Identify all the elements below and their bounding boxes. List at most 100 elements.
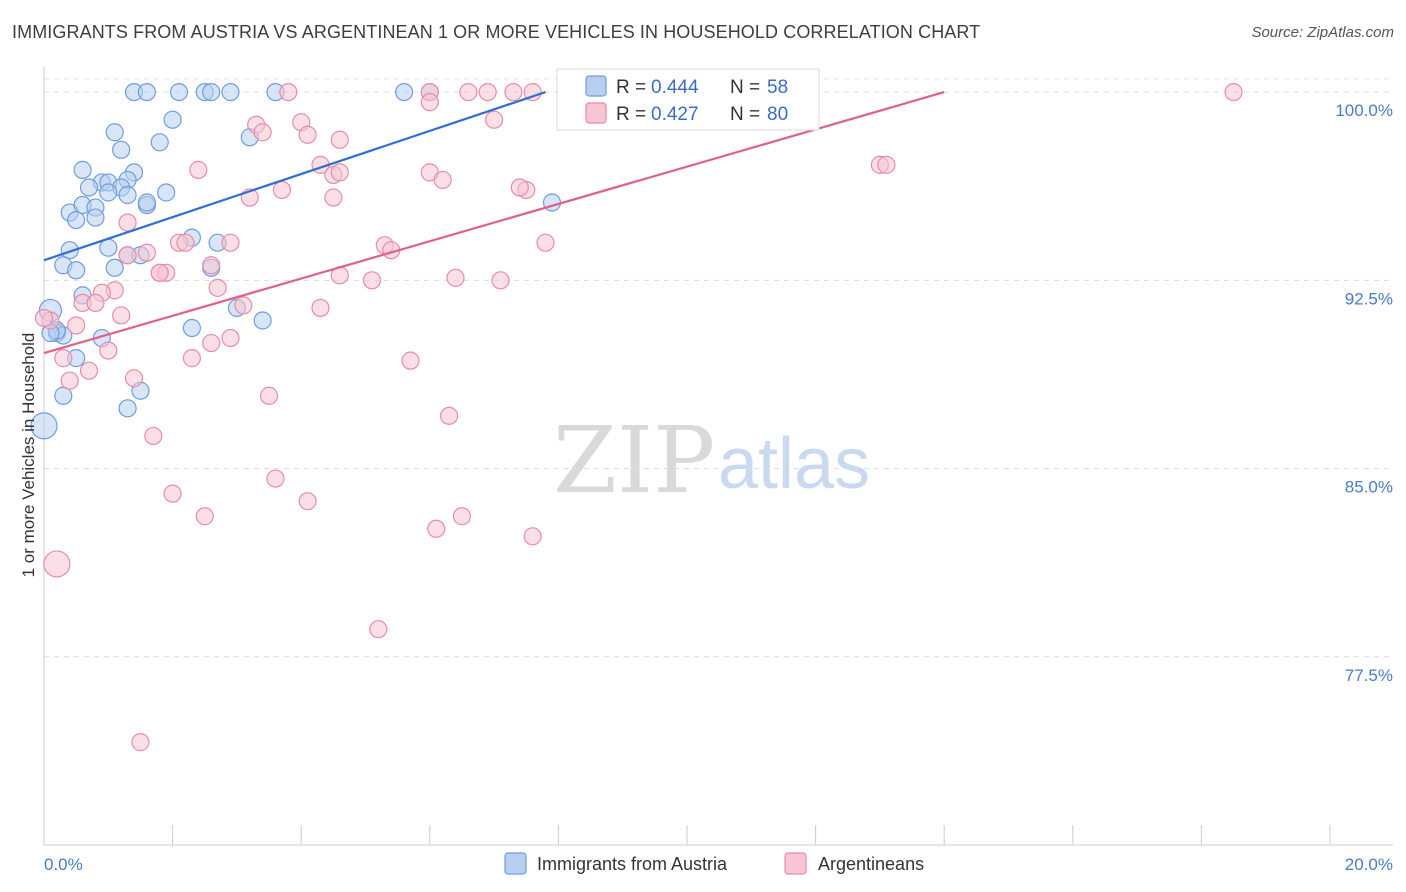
- correlation-legend: R = 0.444 N = 58 R = 0.427 N = 80: [556, 68, 820, 131]
- y-tick-label: 77.5%: [1345, 666, 1393, 685]
- argentineans-point: [446, 268, 465, 287]
- watermark-zip: ZIP: [553, 407, 715, 514]
- argentineans-point: [523, 527, 542, 546]
- legend-n-value-austria: 58: [767, 77, 788, 98]
- argentineans-point: [208, 278, 227, 297]
- argentineans-point: [60, 371, 79, 390]
- argentineans-point: [536, 233, 555, 252]
- bottom-legend-swatch-argentineans: [784, 852, 807, 875]
- argentineans-point: [485, 110, 504, 129]
- argentineans-point: [401, 351, 420, 370]
- austria-trend-line: [43, 91, 546, 262]
- austria-point: [99, 183, 118, 202]
- austria-point: [394, 82, 414, 102]
- argentineans-point: [202, 333, 221, 353]
- argentineans-point: [298, 125, 317, 144]
- argentineans-point: [311, 298, 330, 318]
- austria-point: [150, 133, 169, 152]
- argentineans-point: [330, 163, 349, 182]
- argentineans-point: [427, 519, 446, 538]
- austria-point: [105, 258, 124, 277]
- austria-point: [163, 110, 182, 129]
- argentineans-point: [79, 361, 99, 380]
- argentineans-point: [99, 341, 118, 360]
- austria-point: [253, 311, 272, 330]
- argentineans-point: [118, 246, 137, 265]
- argentineans-point: [504, 82, 523, 102]
- argentineans-point: [137, 243, 156, 262]
- bottom-legend-swatch-austria: [504, 852, 527, 875]
- argentineans-point: [478, 82, 497, 102]
- trend-lines: [43, 91, 945, 355]
- argentineans-point: [324, 188, 343, 207]
- austria-point: [112, 140, 131, 159]
- austria-point: [221, 82, 240, 102]
- y-tick-label: 85.0%: [1345, 478, 1393, 497]
- bottom-legend-label-argentineans: Argentineans: [818, 854, 924, 874]
- watermark-atlas: atlas: [718, 424, 870, 504]
- austria-point: [202, 82, 221, 102]
- argentineans-point: [43, 550, 71, 578]
- legend-n-label-argentineans: N =: [730, 104, 760, 125]
- argentineans-point: [34, 308, 54, 328]
- argentineans-point: [439, 406, 459, 425]
- austria-point: [118, 399, 137, 418]
- y-axis-title: 1 or more Vehicles in Household: [19, 333, 38, 578]
- argentineans-point: [298, 492, 317, 511]
- legend-r-label-argentineans: R =: [616, 104, 646, 125]
- argentineans-point: [369, 620, 388, 639]
- argentineans-point: [202, 256, 221, 275]
- legend-r-label-austria: R =: [616, 77, 646, 98]
- austria-point: [73, 160, 92, 179]
- argentineans-point: [266, 469, 285, 488]
- x-tick-label-max: 20.0%: [1345, 855, 1393, 874]
- argentineans-point: [189, 160, 208, 179]
- bottom-legend-label-austria: Immigrants from Austria: [537, 854, 728, 874]
- argentineans-point: [362, 271, 382, 290]
- austria-point: [86, 208, 105, 227]
- argentineans-point: [330, 130, 349, 149]
- argentineans-point: [144, 426, 163, 446]
- argentineans-point: [182, 349, 201, 368]
- argentineans-point: [433, 170, 452, 190]
- argentineans-point: [67, 316, 86, 335]
- series-austria-points: [30, 82, 562, 440]
- legend-swatch-argentineans: [585, 102, 607, 124]
- argentineans-point: [54, 349, 73, 368]
- legend-swatch-austria: [585, 75, 607, 97]
- austria-point: [54, 386, 73, 405]
- argentineans-point: [112, 306, 131, 325]
- argentineans-point: [272, 180, 292, 200]
- argentineans-point: [877, 155, 896, 174]
- austria-point: [60, 241, 79, 260]
- legend-r-value-argentineans: 0.427: [651, 104, 699, 125]
- argentineans-point: [459, 82, 478, 102]
- austria-point: [30, 412, 58, 440]
- argentineans-point: [221, 328, 240, 348]
- argentineans-trend-line: [43, 91, 945, 355]
- chart-title: IMMIGRANTS FROM AUSTRIA VS ARGENTINEAN 1…: [12, 22, 981, 42]
- austria-point: [157, 183, 176, 202]
- argentineans-point: [279, 82, 298, 102]
- argentineans-point: [452, 507, 472, 526]
- axes: [43, 67, 1393, 846]
- legend-r-value-austria: 0.444: [651, 77, 699, 98]
- argentineans-point: [221, 233, 240, 252]
- argentineans-point: [491, 271, 510, 290]
- gridlines: [44, 78, 1393, 658]
- source-label: Source: ZipAtlas.com: [1251, 24, 1394, 41]
- argentineans-point: [510, 178, 529, 197]
- austria-point: [137, 193, 156, 212]
- austria-point: [67, 210, 86, 230]
- argentineans-point: [420, 93, 439, 112]
- argentineans-point: [118, 213, 137, 232]
- argentineans-point: [131, 733, 150, 752]
- argentineans-point: [1224, 82, 1243, 102]
- argentineans-point: [523, 82, 542, 102]
- y-tick-label: 100.0%: [1335, 101, 1393, 120]
- x-tick-label-min: 0.0%: [44, 855, 83, 874]
- y-tick-label: 92.5%: [1345, 289, 1393, 308]
- austria-point: [182, 318, 201, 338]
- argentineans-point: [195, 507, 214, 526]
